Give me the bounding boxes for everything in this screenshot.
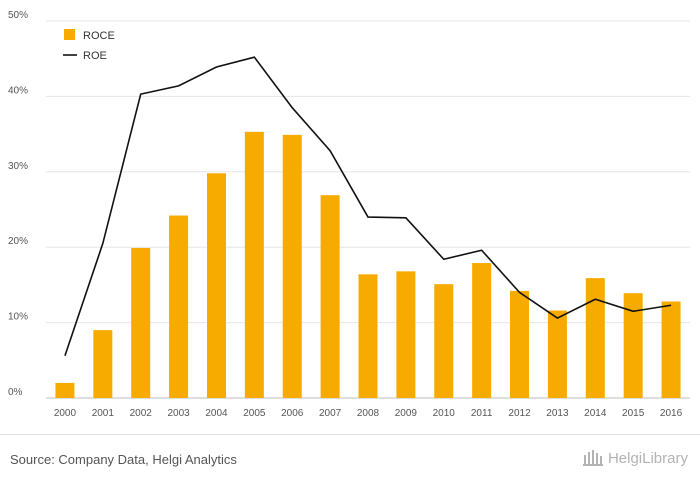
bar-roce-2001 — [93, 330, 113, 398]
bar-roce-2011 — [472, 263, 492, 398]
x-axis: 2000 2001 2002 2003 2004 2005 2006 2007 2008 2009… — [54, 408, 683, 419]
x-tick-label: 2009 — [395, 408, 418, 419]
x-tick-label: 2007 — [319, 408, 342, 419]
line-series — [64, 56, 672, 357]
gridlines — [46, 20, 690, 399]
bar-roce-2007 — [320, 195, 340, 398]
x-tick-label: 2008 — [357, 408, 380, 419]
x-tick-label: 2016 — [660, 408, 683, 419]
legend[interactable]: ROCE ROE — [63, 29, 115, 62]
x-tick-label: 2006 — [281, 408, 304, 419]
helgi-library-logo[interactable]: HelgiLibrary — [582, 449, 688, 467]
logo-text: HelgiLibrary — [607, 449, 688, 467]
bar-roce-2008 — [358, 274, 378, 398]
y-tick-label: 40% — [8, 85, 28, 96]
bar-roce-2014 — [585, 278, 605, 398]
chart: 0%10%20%30%40%50% 2000 2001 2002 2003 2004 20… — [8, 10, 690, 419]
bar-roce-2006 — [282, 134, 302, 398]
bar-roce-2000 — [55, 382, 75, 398]
x-tick-label: 2014 — [584, 408, 607, 419]
y-tick-label: 50% — [8, 10, 28, 21]
y-tick-label: 30% — [8, 161, 28, 172]
x-tick-label: 2012 — [508, 408, 531, 419]
line-roe — [64, 56, 672, 357]
legend-label-roe: ROE — [83, 50, 107, 62]
bar-series — [55, 131, 681, 398]
source-note: Source: Company Data, Helgi Analytics — [10, 452, 237, 467]
x-tick-label: 2015 — [622, 408, 645, 419]
x-tick-label: 2001 — [92, 408, 115, 419]
x-tick-label: 2004 — [205, 408, 228, 419]
x-tick-label: 2000 — [54, 408, 77, 419]
bar-roce-2004 — [206, 173, 226, 398]
bar-roce-2013 — [547, 310, 567, 398]
x-tick-label: 2002 — [130, 408, 153, 419]
bar-roce-2005 — [244, 131, 264, 398]
legend-label-roce: ROCE — [83, 30, 115, 42]
x-tick-label: 2005 — [243, 408, 266, 419]
legend-swatch-roce — [64, 29, 75, 40]
bar-roce-2002 — [131, 247, 151, 398]
bar-roce-2009 — [396, 271, 416, 398]
bar-roce-2016 — [661, 301, 681, 398]
bar-roce-2012 — [510, 290, 530, 398]
footer: Source: Company Data, Helgi Analytics He… — [0, 434, 700, 484]
x-tick-label: 2013 — [546, 408, 569, 419]
library-building-icon — [582, 450, 603, 466]
y-tick-label: 0% — [8, 387, 23, 398]
x-tick-label: 2003 — [167, 408, 190, 419]
bar-roce-2003 — [169, 215, 189, 398]
bar-roce-2015 — [623, 293, 643, 398]
x-tick-label: 2011 — [471, 408, 493, 419]
x-tick-label: 2010 — [433, 408, 456, 419]
bar-roce-2010 — [434, 284, 454, 398]
y-tick-label: 20% — [8, 236, 28, 247]
y-axis-ticks: 0% 10% 20% 30% 40% 50% — [8, 10, 28, 398]
y-tick-label: 10% — [8, 312, 28, 323]
